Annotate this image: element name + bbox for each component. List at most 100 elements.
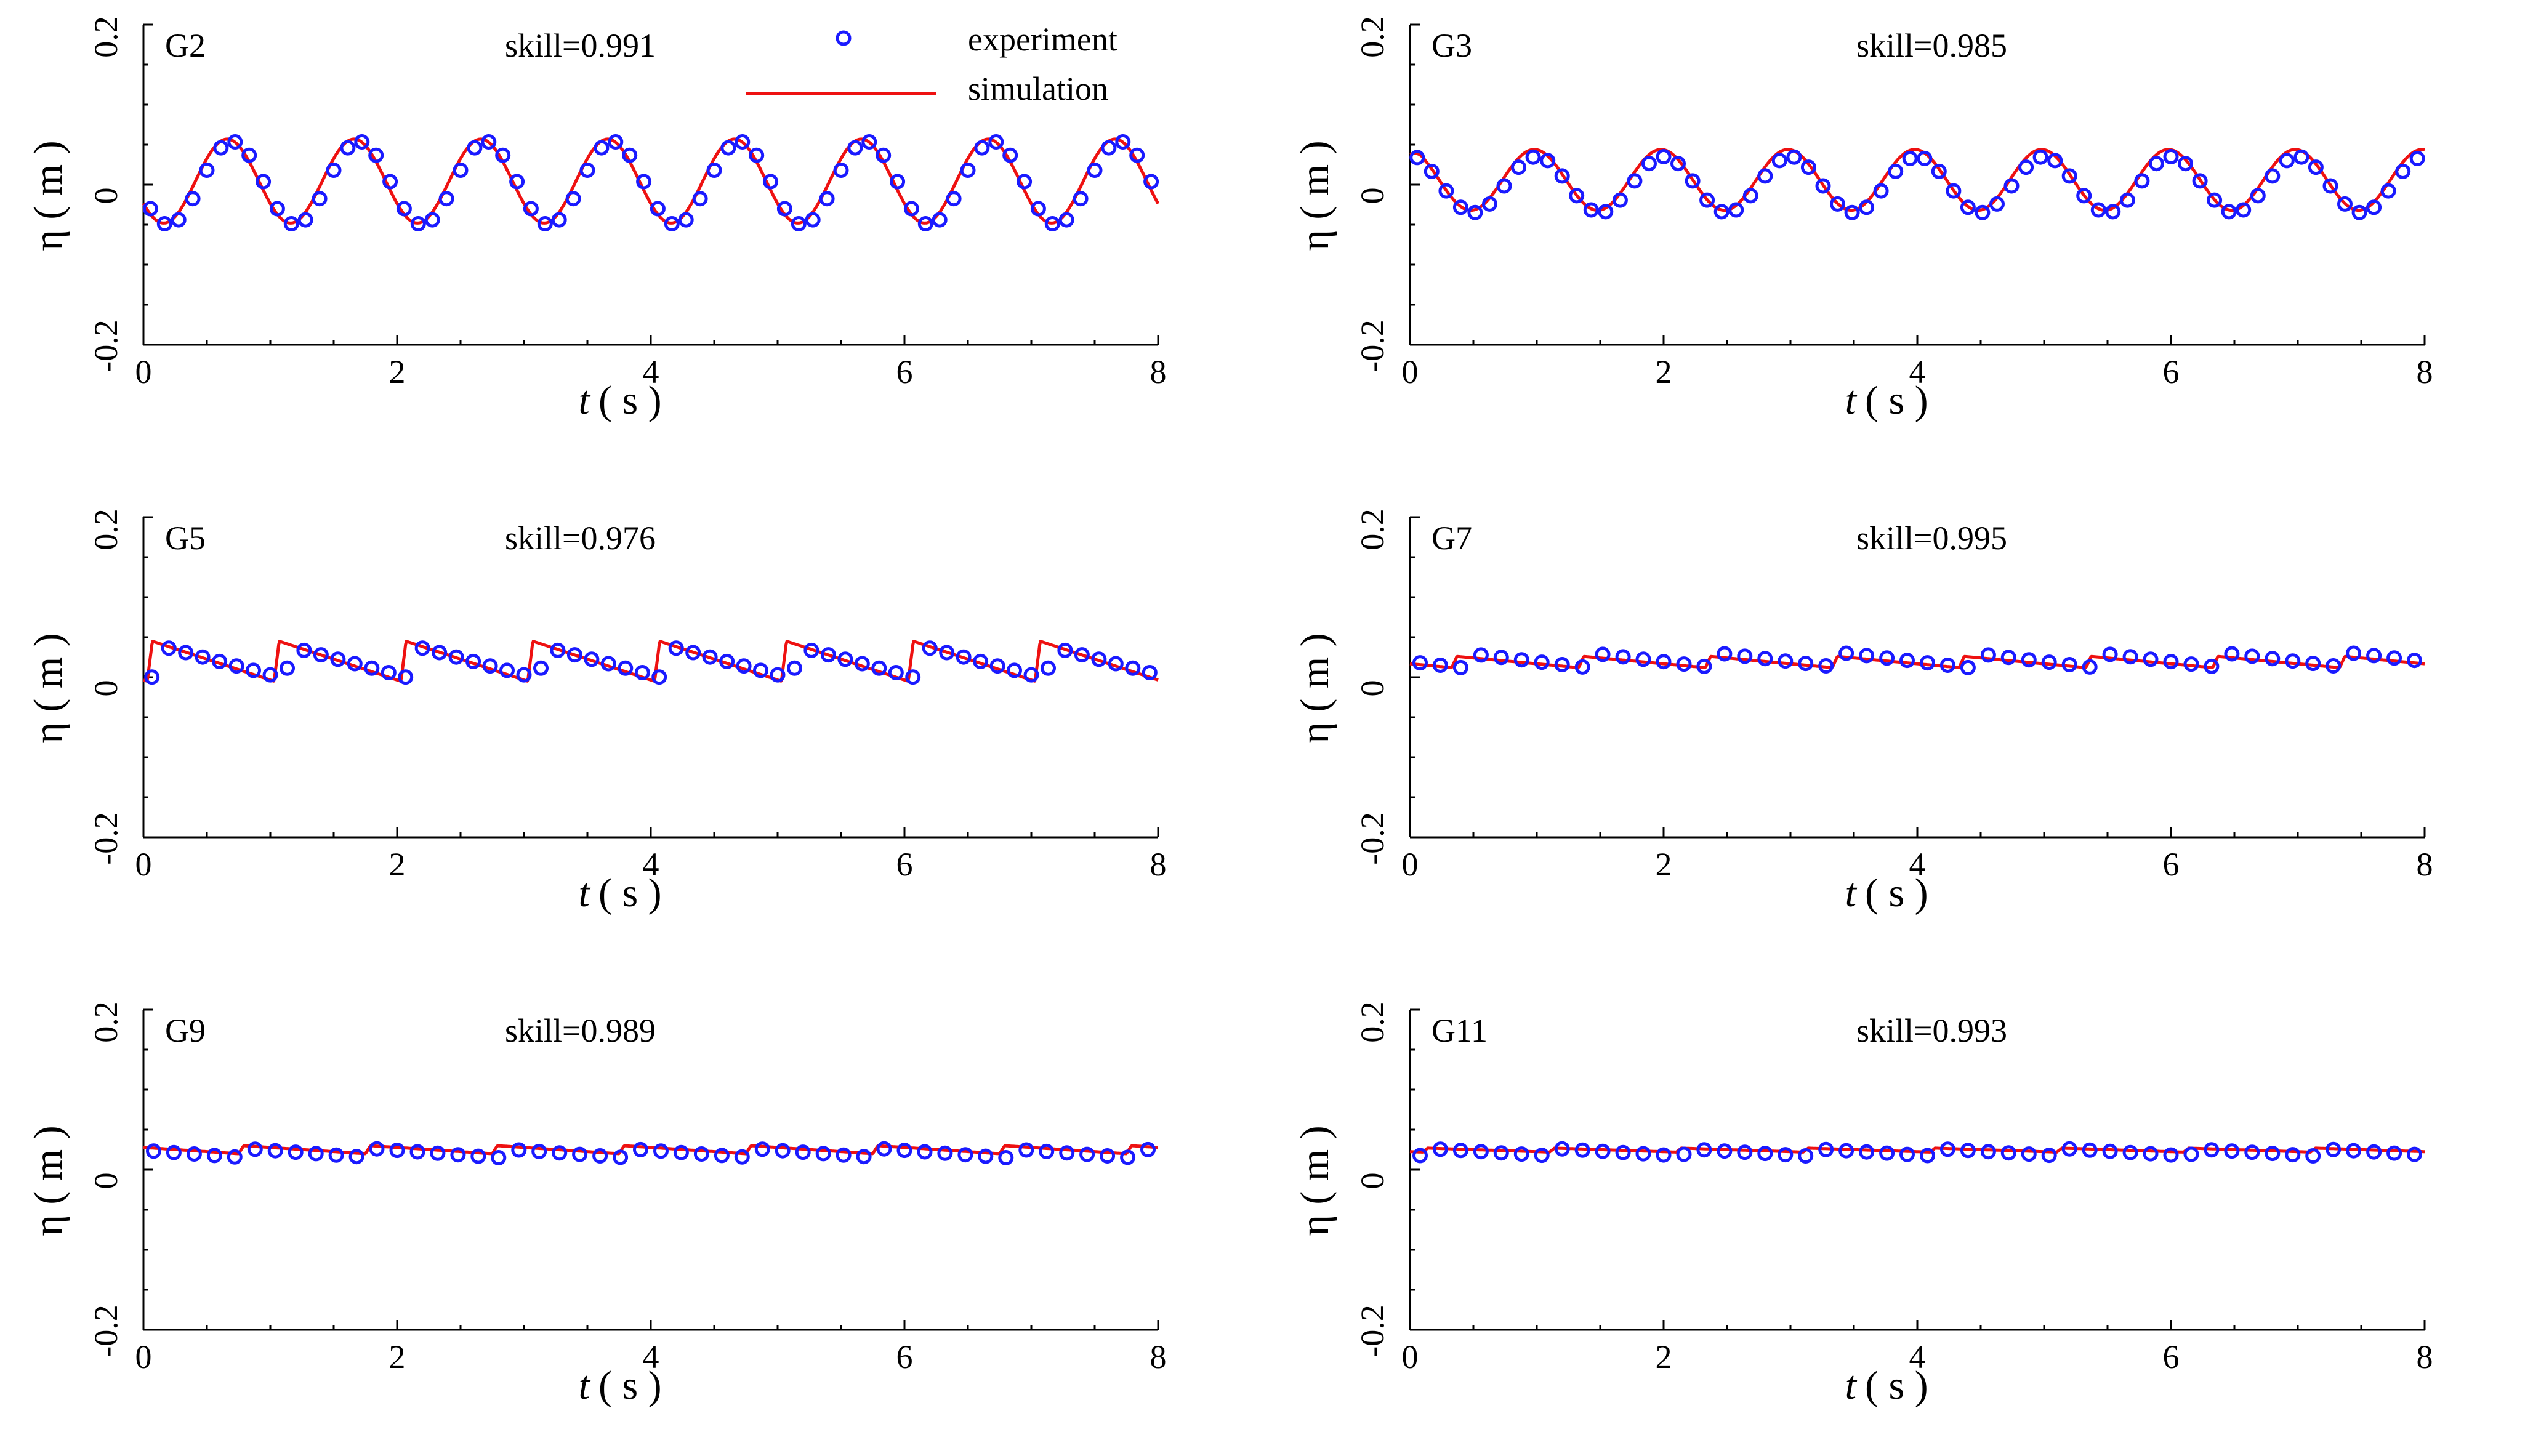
xtick-label: 6 (2163, 846, 2180, 883)
experiment-data-point (1079, 1146, 1095, 1162)
xtick-label: 8 (1150, 1338, 1167, 1375)
experiment-data-point (787, 660, 802, 676)
experiment-data-point (2105, 204, 2121, 220)
experiment-data-point (1815, 178, 1831, 194)
experiment-data-point (2386, 1145, 2402, 1161)
experiment-data-point (2244, 648, 2260, 664)
y-axis-label: η ( m ) (26, 1125, 71, 1236)
experiment-data-point (296, 642, 312, 658)
experiment-data-point (579, 163, 595, 178)
experiment-data-point (185, 191, 201, 207)
experiment-data-point (206, 1148, 222, 1164)
skill-label: skill=0.985 (1856, 27, 2007, 64)
experiment-data-point (354, 134, 370, 150)
ytick-label: -0.2 (1354, 320, 1391, 372)
y-axis-label: η ( m ) (1292, 1125, 1337, 1236)
experiment-data-point (2265, 168, 2281, 184)
experiment-data-point (922, 640, 938, 656)
experiment-data-point (2221, 204, 2237, 220)
xtick-label: 6 (896, 1338, 913, 1375)
experiment-data-point (495, 147, 511, 163)
experiment-data-point (876, 1141, 892, 1157)
experiment-data-point (1685, 173, 1701, 189)
experiment-data-point (1713, 204, 1730, 220)
ytick-label: 0 (1354, 680, 1391, 697)
experiment-data-point (246, 662, 261, 678)
experiment-data-point (1980, 647, 1996, 663)
xtick-label: 2 (389, 353, 406, 390)
experiment-data-point (171, 212, 187, 228)
experiment-data-point (2351, 204, 2367, 220)
experiment-data-point (1879, 1145, 1895, 1161)
experiment-data-point (448, 649, 464, 665)
experiment-data-point (888, 665, 904, 680)
ytick-label: -0.2 (87, 812, 124, 864)
legend: experiment simulation (746, 21, 1118, 107)
experiment-data-point (2192, 173, 2208, 189)
figure: 0.2 0 -0.2 η ( m ) 0 2 4 6 8 t ( s ) G2 … (26, 0, 2533, 1408)
experiment-data-point (297, 212, 313, 228)
experiment-data-point (1432, 1141, 1448, 1157)
experiment-data-point (1030, 201, 1046, 217)
simulation-series-line (1409, 1146, 2426, 1154)
y-axis-label: η ( m ) (26, 140, 71, 251)
ytick-label: 0.2 (87, 509, 124, 550)
experiment-data-point (1482, 196, 1497, 212)
experiment-data-point (1513, 1146, 1529, 1162)
experiment-data-point (511, 1142, 527, 1158)
experiment-data-point (1100, 1148, 1116, 1164)
experiment-data-point (2082, 1142, 2098, 1158)
experiment-data-point (905, 669, 921, 685)
panel-g3: 0.2 0 -0.2 η ( m ) 0 2 4 6 8 t ( s ) G3 … (1266, 0, 2533, 471)
experiment-data-point (369, 1141, 385, 1157)
experiment-data-point (592, 1148, 608, 1164)
experiment-data-point (856, 1149, 872, 1165)
skill-label: skill=0.989 (505, 1012, 656, 1049)
y-axis-label: η ( m ) (1292, 633, 1337, 743)
experiment-data-point (1879, 650, 1895, 666)
experiment-data-point (861, 134, 877, 150)
ytick-label: 0 (1354, 1173, 1391, 1189)
experiment-data-point (430, 1145, 446, 1161)
experiment-data-point (1424, 163, 1440, 179)
experiment-data-point (1888, 163, 1904, 179)
experiment-data-point (470, 1148, 486, 1164)
gauge-label: G2 (165, 27, 206, 64)
experiment-data-point (262, 667, 278, 683)
experiment-data-point (1838, 1143, 1854, 1159)
experiment-data-point (467, 140, 483, 156)
experiment-data-point (833, 163, 849, 178)
experiment-data-point (2032, 149, 2048, 165)
experiment-data-point (213, 140, 229, 156)
legend-simulation-label: simulation (968, 70, 1108, 107)
experiment-data-point (178, 645, 194, 661)
experiment-data-point (2134, 173, 2150, 189)
experiment-data-point (1007, 662, 1022, 678)
experiment-data-point (2090, 202, 2106, 218)
experiment-data-point (227, 134, 243, 150)
experiment-data-point (330, 651, 346, 667)
experiment-data-point (720, 140, 736, 156)
experiment-data-point (1960, 199, 1976, 215)
experiment-data-point (1717, 1143, 1733, 1159)
experiment-data-point (2305, 656, 2321, 672)
experiment-data-point (450, 1147, 466, 1163)
experiment-data-point (719, 653, 735, 669)
experiment-data-point (754, 1141, 770, 1157)
experiment-data-point (714, 1148, 730, 1164)
experiment-data-point (1002, 147, 1018, 163)
experiment-data-point (1595, 1143, 1611, 1159)
experiment-data-point (1696, 658, 1712, 674)
experiment-data-point (939, 645, 955, 661)
experiment-data-point (1656, 1147, 1672, 1163)
experiment-data-point (2395, 163, 2411, 179)
experiment-data-point (2183, 1146, 2199, 1162)
experiment-data-point (195, 649, 211, 665)
experiment-data-point (1452, 199, 1468, 215)
experiment-data-point (1960, 659, 1976, 675)
experiment-data-point (1873, 183, 1889, 199)
experiment-data-point (791, 216, 807, 231)
experiment-data-point (956, 649, 972, 665)
experiment-data-point (803, 642, 819, 658)
experiment-data-point (2178, 156, 2193, 172)
